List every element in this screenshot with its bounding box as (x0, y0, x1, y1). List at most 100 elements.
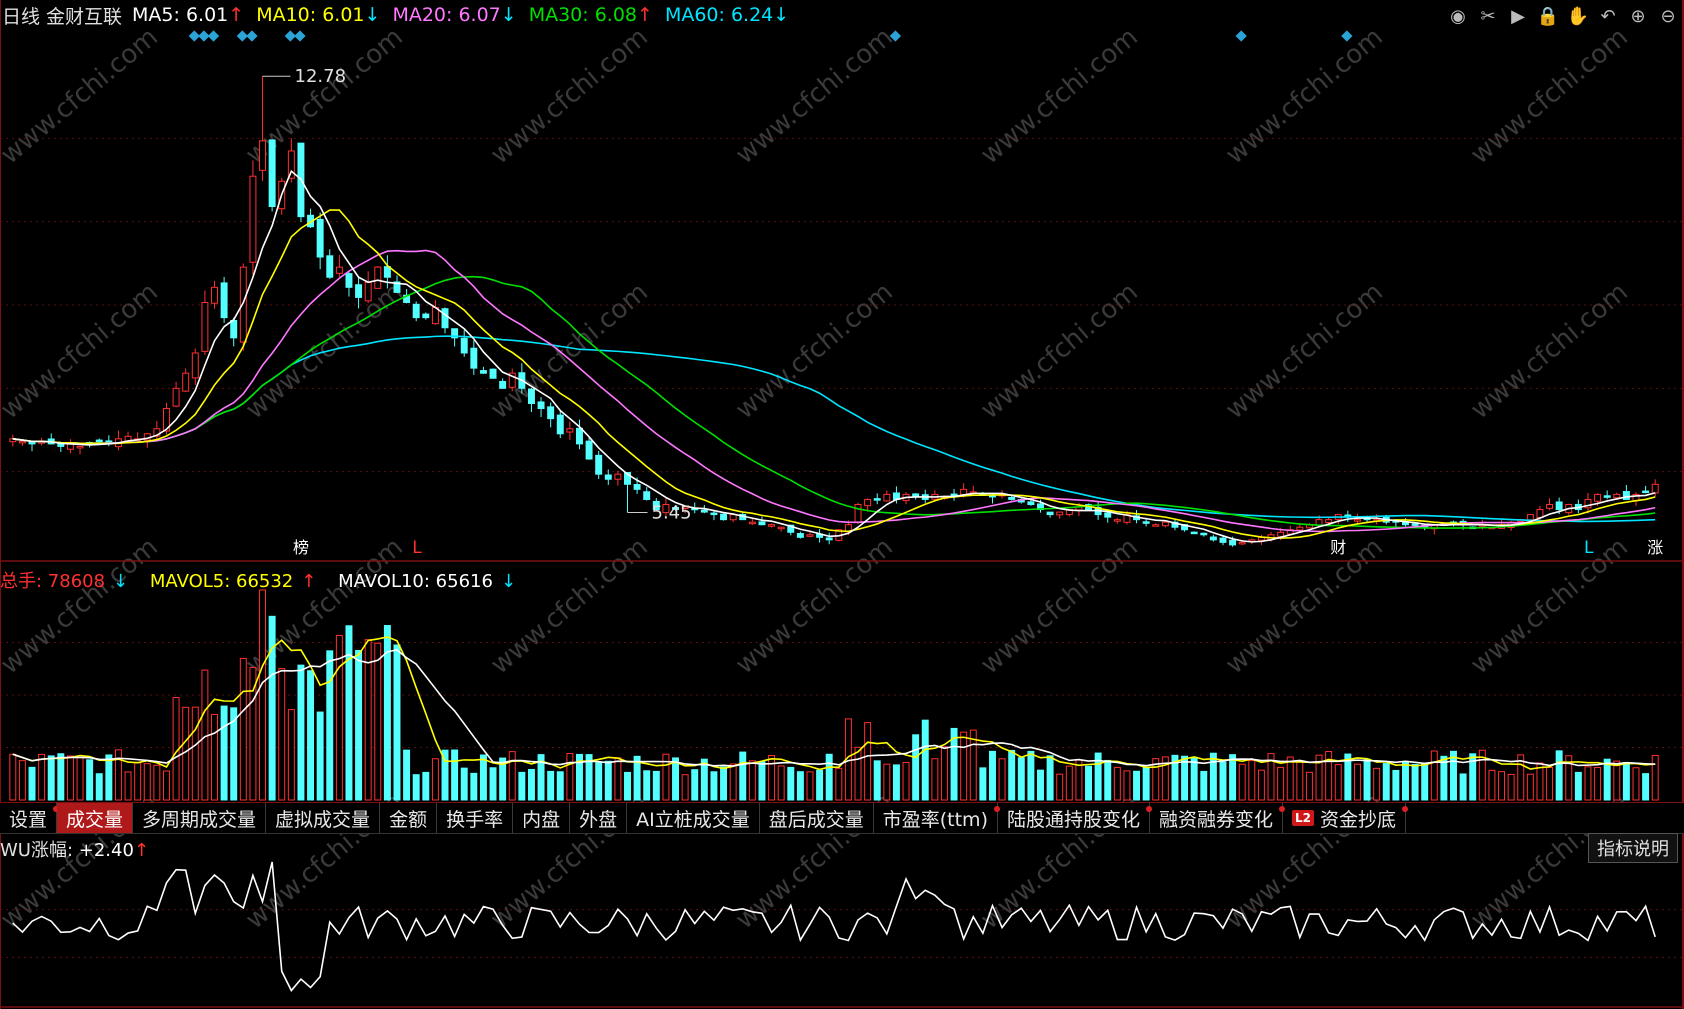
volume-bar (969, 729, 977, 801)
volume-bar (921, 719, 929, 801)
zoom-out-icon[interactable]: ⊖ (1660, 5, 1676, 27)
volume-bar (105, 754, 113, 801)
tab-dot (1279, 806, 1286, 812)
l-marker: L (412, 538, 422, 558)
ma60-line (12, 335, 1656, 523)
volume-bar (345, 625, 353, 801)
undo-icon[interactable]: ↶ (1600, 5, 1616, 27)
volume-bar (66, 755, 74, 801)
candle-body (633, 484, 641, 490)
ma20-line (12, 249, 1656, 533)
candle-body (422, 313, 430, 319)
volume-bar (1296, 760, 1304, 801)
candle-body (259, 140, 267, 171)
volume-bar (1651, 754, 1659, 801)
event-badge[interactable]: 榜 (293, 538, 309, 557)
hand-icon[interactable]: ✋ (1566, 5, 1590, 27)
period-label[interactable]: 日线 (2, 5, 41, 28)
eye-icon[interactable]: ◉ (1450, 5, 1466, 27)
tab-4[interactable]: 金额 (380, 803, 438, 833)
signal-diamond (207, 30, 220, 42)
candle-body (806, 534, 814, 537)
stock-name: 金财互联 (46, 5, 123, 28)
ma5-line (12, 169, 1656, 543)
volume-bar (1075, 759, 1083, 801)
candle-body (508, 372, 516, 388)
candle-body (499, 380, 507, 389)
candle-body (182, 372, 190, 392)
tab-6[interactable]: 内盘 (513, 803, 571, 833)
candle-body (479, 370, 487, 374)
event-badge[interactable]: 涨 (1647, 538, 1663, 557)
volume-bar (1219, 761, 1227, 801)
tab-11[interactable]: 陆股通持股变化 (998, 803, 1152, 833)
tab-1[interactable]: 成交量 (57, 803, 134, 833)
indicator-explain-button[interactable]: 指标说明 (1588, 833, 1678, 863)
scissors-icon[interactable]: ✂ (1480, 5, 1496, 27)
volume-bar (95, 773, 103, 801)
volume-bar (940, 746, 948, 801)
event-badge[interactable]: 财 (1330, 538, 1346, 557)
candle-body (441, 308, 449, 329)
candle-body (172, 387, 180, 407)
tab-label: 成交量 (66, 808, 124, 831)
tab-13[interactable]: L2 资金抄底 (1283, 803, 1409, 833)
volume-bar (1248, 760, 1256, 801)
volume-bar (518, 771, 526, 801)
candle-body (547, 406, 555, 420)
ma-legend-item: MA20: 6.07↓ (392, 4, 517, 26)
volume-bar (1478, 749, 1486, 801)
volume-bar (374, 642, 382, 801)
tab-12[interactable]: 融资融券变化 (1150, 803, 1286, 833)
volume-bar (547, 770, 555, 801)
candle-body (768, 524, 776, 527)
tab-label: 外盘 (579, 808, 618, 831)
candle-body (162, 408, 170, 432)
play-icon[interactable]: ▶ (1511, 5, 1525, 27)
tab-9[interactable]: 盘后成交量 (760, 803, 874, 833)
candle-body (1171, 521, 1179, 528)
candle-body (1526, 514, 1534, 521)
candle-body (758, 521, 766, 526)
volume-bar (729, 763, 737, 801)
volume-bar (1584, 766, 1592, 801)
tab-8[interactable]: AI立桩成交量 (627, 803, 760, 833)
volume-bar (47, 755, 55, 801)
candle-body (825, 537, 833, 541)
tab-10[interactable]: 市盈率(ttm) (874, 803, 1000, 833)
candle-body (1603, 495, 1611, 498)
volume-bar (595, 762, 603, 801)
candle-body (345, 273, 353, 288)
volume-bar (1536, 762, 1544, 801)
volume-bar (38, 753, 46, 801)
volume-bar (1056, 773, 1064, 801)
volume-bar (748, 760, 756, 801)
ma30-line (12, 275, 1656, 529)
candle-body (393, 281, 401, 293)
candle-body (864, 498, 872, 507)
volume-bar (431, 758, 439, 801)
candle-body (1622, 491, 1630, 500)
volume-bar (1526, 773, 1534, 801)
zoom-in-icon[interactable]: ⊕ (1630, 5, 1646, 27)
volume-bar (393, 644, 401, 801)
volume-bar (1305, 771, 1313, 801)
volume-bar (239, 657, 247, 801)
volume-bar (796, 771, 804, 801)
volume-bar (191, 706, 199, 801)
candle-body (1584, 498, 1592, 509)
volume-bar (864, 722, 872, 801)
tab-5[interactable]: 换手率 (437, 803, 514, 833)
tab-2[interactable]: 多周期成交量 (133, 803, 267, 833)
tab-7[interactable]: 外盘 (570, 803, 628, 833)
candle-body (1296, 526, 1304, 531)
candle-body (681, 506, 689, 510)
volume-bar (114, 749, 122, 801)
tab-3[interactable]: 虚拟成交量 (266, 803, 381, 833)
lock-icon[interactable]: 🔒 (1536, 5, 1560, 27)
volume-bar (777, 765, 785, 801)
tab-0[interactable]: 设置 (0, 803, 60, 833)
volume-bar (1353, 763, 1361, 801)
volume-bar (316, 711, 324, 801)
